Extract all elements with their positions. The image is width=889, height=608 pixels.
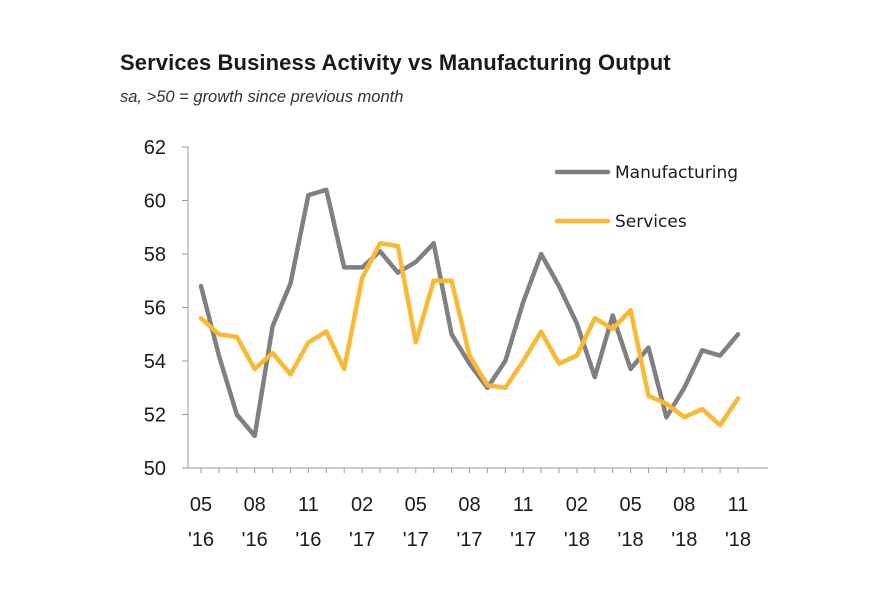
chart-title: Services Business Activity vs Manufactur… bbox=[120, 50, 671, 75]
x-tick-label-month: 11 bbox=[728, 494, 749, 516]
x-tick-label-month: 05 bbox=[190, 494, 212, 516]
series-line-services bbox=[198, 241, 741, 428]
x-axis: 05 '16 08 '16 11 '16 02 '17 05 '17 08 '17 11 '17 02 '18… bbox=[188, 467, 768, 551]
x-tick-label-year: '17 bbox=[349, 529, 375, 551]
x-tick-label-year: '16 bbox=[242, 529, 268, 551]
legend-label-manufacturing: Manufacturing bbox=[615, 163, 738, 183]
x-tick-label-month: 11 bbox=[513, 494, 534, 516]
chart-subtitle: sa, >50 = growth since previous month bbox=[120, 88, 404, 106]
x-tick-label-month: 02 bbox=[351, 494, 373, 516]
x-tick-label-month: 02 bbox=[566, 494, 588, 516]
x-tick-label-month: 08 bbox=[244, 494, 266, 516]
x-tick-label-month: 05 bbox=[405, 494, 427, 516]
y-tick-label: 62 bbox=[144, 137, 166, 159]
y-tick-label: 50 bbox=[144, 458, 166, 480]
legend: Manufacturing Services bbox=[554, 163, 738, 232]
y-tick-label: 58 bbox=[144, 244, 166, 266]
x-tick-label-year: '16 bbox=[295, 529, 321, 551]
y-tick-label: 52 bbox=[144, 405, 166, 427]
x-tick-label-year: '18 bbox=[618, 529, 644, 551]
series-line-manufacturing bbox=[198, 187, 741, 439]
x-tick-label-year: '17 bbox=[456, 529, 482, 551]
x-tick-label-year: '17 bbox=[403, 529, 429, 551]
x-tick-label-month: 08 bbox=[458, 494, 480, 516]
series-layer bbox=[198, 187, 741, 439]
y-tick-label: 56 bbox=[144, 298, 166, 320]
y-axis: 62 60 58 56 54 52 50 bbox=[144, 137, 189, 480]
x-tick-label-month: 08 bbox=[673, 494, 695, 516]
x-tick-label-year: '16 bbox=[188, 529, 214, 551]
x-tick-label-year: '18 bbox=[725, 529, 751, 551]
y-tick-label: 54 bbox=[144, 351, 166, 373]
legend-label-services: Services bbox=[615, 212, 687, 232]
y-tick-label: 60 bbox=[144, 191, 166, 213]
x-tick-label-month: 05 bbox=[619, 494, 641, 516]
x-tick-label-year: '17 bbox=[510, 529, 536, 551]
x-tick-label-month: 11 bbox=[298, 494, 319, 516]
x-tick-label-year: '18 bbox=[564, 529, 590, 551]
x-tick-label-year: '18 bbox=[671, 529, 697, 551]
